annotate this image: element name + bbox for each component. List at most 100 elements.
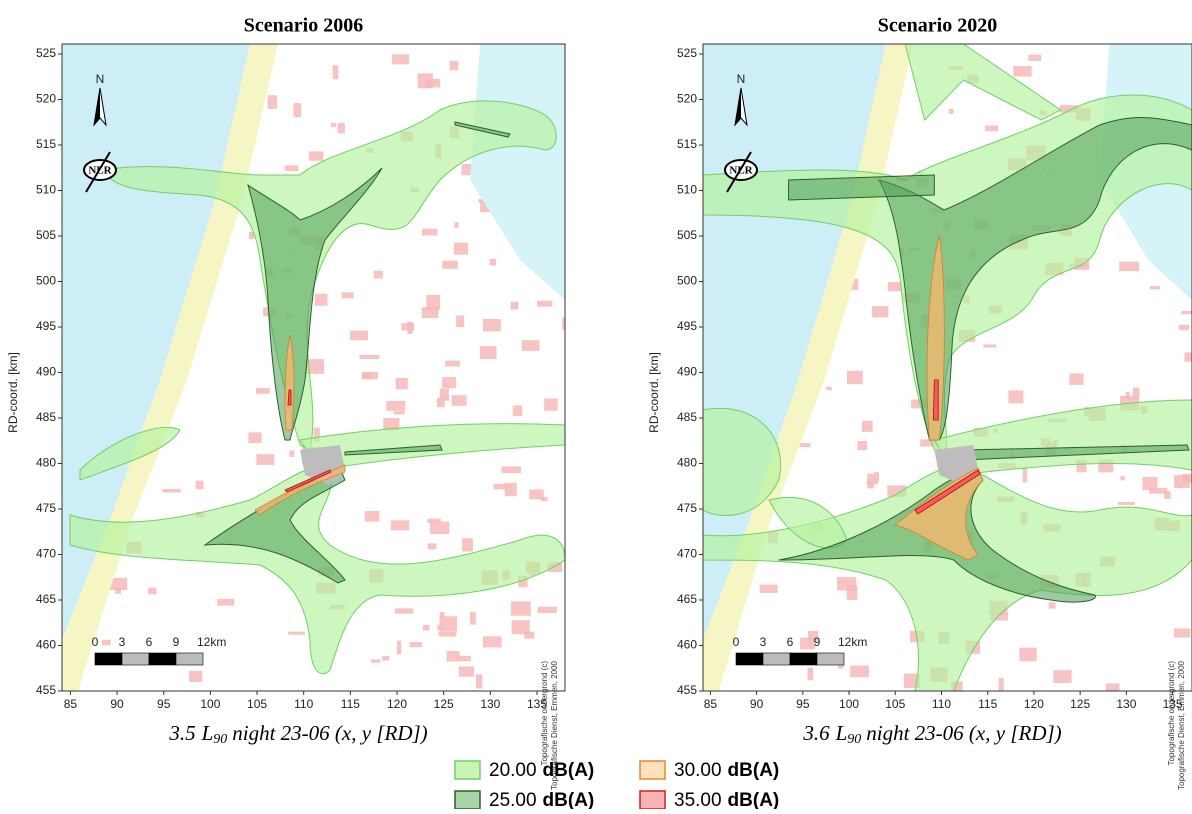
scale-label: 6 [787,635,794,649]
x-tick-label: 110 [932,697,951,711]
legend-unit: dB(A) [543,790,595,809]
urban-patch [1008,390,1023,403]
contour-35 [288,390,291,405]
urban-patch [999,678,1004,691]
y-tick-label: 525 [36,46,56,60]
urban-patch [454,243,468,255]
credit: Topografische ondergrond (c) [540,661,549,766]
north-label: N [737,72,746,86]
urban-patch [333,65,339,79]
urban-patch [459,666,474,676]
scale-label: 12km [838,635,867,649]
urban-patch [392,54,409,64]
urban-patch [1184,352,1192,361]
legend-swatch [640,791,665,809]
x-tick-label: 115 [341,697,360,711]
urban-patch [374,271,383,279]
urban-patch [163,489,181,492]
urban-patch [476,674,482,688]
contour-25 [789,175,935,200]
legend-value: 25.00 [489,790,537,809]
urban-patch [418,73,433,88]
urban-patch [102,640,111,646]
legend-value: 20.00 [489,760,537,781]
y-tick-label: 490 [36,365,56,379]
urban-patch [1174,628,1190,637]
legend-label: 35.00dB(A) [674,790,779,809]
urban-patch [513,406,523,416]
urban-patch [338,123,345,133]
urban-patch [837,577,856,590]
urban-patch [189,671,202,682]
x-tick-label: 130 [1116,697,1136,711]
y-tick-label: 505 [677,228,697,242]
map-title: Scenario 2020 [878,15,997,37]
urban-patch [760,585,778,593]
urban-patch [309,151,324,160]
y-tick-label: 470 [677,547,697,561]
x-tick-label: 95 [157,697,171,711]
x-tick-label: 115 [978,697,997,711]
legend-swatch [455,761,480,779]
urban-patch [248,432,261,443]
map-panel [62,44,577,691]
urban-patch [826,387,832,390]
urban-patch [268,95,277,109]
urban-patch [293,103,301,117]
urban-patch [888,282,901,291]
urban-patch [256,388,270,394]
urban-patch [1019,648,1036,662]
urban-patch [949,109,954,114]
urban-patch [1049,602,1056,608]
x-tick-label: 130 [480,697,500,711]
scale-segment [736,653,763,665]
credit: Topografische Dienst, Emmen, 2000 [1177,660,1186,790]
urban-patch [1179,325,1189,331]
legend-unit: dB(A) [728,790,780,809]
y-tick-label: 520 [677,92,697,106]
urban-patch [396,378,408,389]
urban-patch [544,398,557,410]
y-tick-label: 495 [677,319,697,333]
map-panel [703,44,1192,694]
urban-patch [537,301,552,307]
urban-patch [456,315,464,327]
urban-patch [447,651,460,661]
urban-patch [874,472,879,482]
caption: 3.5L90night 23-06 (x, y [RD]) [168,721,427,747]
urban-patch [867,474,874,489]
urban-patch [391,520,409,530]
y-tick-label: 455 [36,683,56,697]
urban-patch [1182,474,1192,483]
urban-patch [850,666,869,678]
urban-patch [365,511,380,522]
x-tick-label: 110 [294,697,313,711]
scale-segment [176,653,203,665]
urban-patch [362,372,378,379]
urban-patch [470,612,476,625]
legend-label: 25.00 dB(A) [489,790,594,809]
urban-patch [1119,262,1139,271]
y-tick-label: 475 [36,501,56,515]
scale-label: 6 [146,635,153,649]
map-title: Scenario 2006 [244,15,363,37]
urban-patch [872,306,888,317]
urban-patch [1028,55,1041,61]
y-tick-label: 500 [36,274,56,288]
urban-patch [442,261,458,269]
legend-unit: dB(A) [728,760,780,781]
y-tick-label: 465 [677,592,697,606]
y-tick-label: 465 [36,592,56,606]
urban-patch [490,259,496,266]
urban-patch [522,340,540,351]
scale-label: 0 [92,635,99,649]
urban-patch [512,620,530,634]
urban-patch [410,642,422,647]
urban-patch [562,317,577,329]
scale-segment [149,653,176,665]
urban-patch [382,656,389,661]
urban-patch [288,632,305,635]
urban-patch [440,616,458,631]
